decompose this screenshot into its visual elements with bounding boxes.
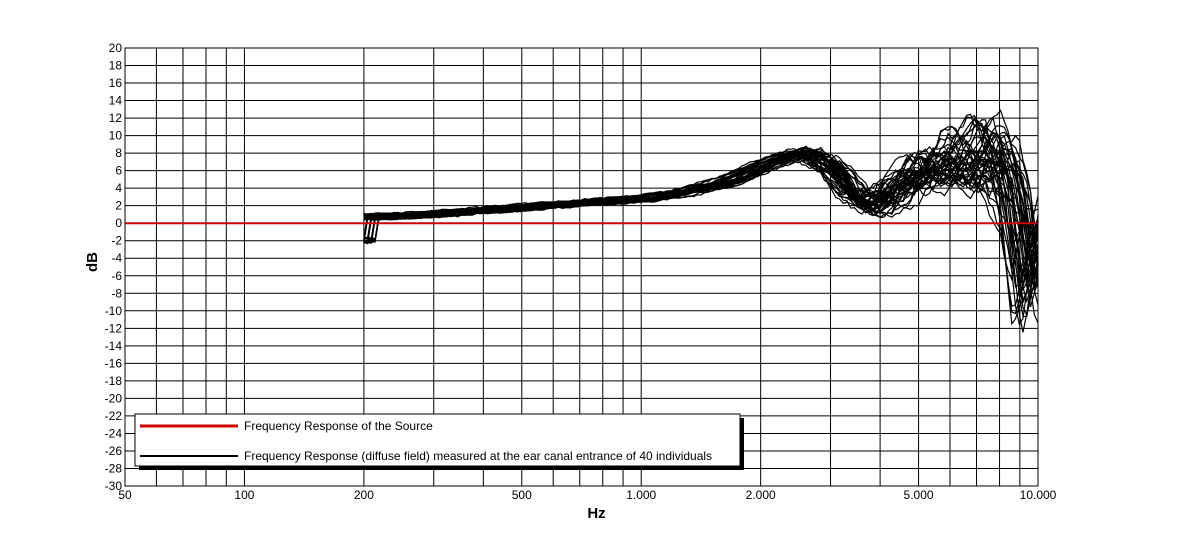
x-tick-label: 2.000 [746, 488, 776, 502]
y-tick-label: -20 [105, 391, 123, 405]
x-tick-label: 5.000 [904, 488, 934, 502]
y-tick-label: 4 [115, 181, 122, 195]
y-tick-label: -4 [111, 251, 122, 265]
x-tick-label: 100 [234, 488, 254, 502]
y-tick-label: 6 [115, 164, 122, 178]
legend-label-measured: Frequency Response (diffuse field) measu… [244, 449, 712, 463]
x-tick-label: 1.000 [626, 488, 656, 502]
y-tick-label: -8 [111, 286, 122, 300]
y-tick-label: 14 [109, 94, 123, 108]
y-tick-labels: 20181614121086420-2-4-6-8-10-12-14-16-18… [105, 41, 123, 493]
y-tick-label: -6 [111, 269, 122, 283]
measured-curve [363, 122, 1039, 289]
legend-label-source: Frequency Response of the Source [244, 419, 433, 433]
x-axis-label: Hz [587, 505, 605, 522]
measured-curve [363, 134, 1039, 292]
y-tick-label: 20 [109, 41, 123, 55]
y-tick-label: 8 [115, 146, 122, 160]
y-tick-label: 18 [109, 59, 123, 73]
y-tick-label: -14 [105, 339, 123, 353]
plot-border [124, 47, 1039, 487]
legend: Frequency Response of the Source Frequen… [134, 413, 744, 470]
x-tick-label: 500 [512, 488, 532, 502]
measured-curve [363, 145, 1039, 282]
x-tick-labels: 50 100 200 500 1.000 2.000 5.000 10.000 [118, 488, 1056, 502]
x-tick-label: 50 [118, 488, 132, 502]
measured-curve [363, 146, 1039, 250]
y-tick-label: 10 [109, 129, 123, 143]
y-tick-label: -10 [105, 304, 123, 318]
y-tick-label: 12 [109, 111, 123, 125]
y-tick-label: -16 [105, 356, 123, 370]
y-tick-label: -24 [105, 426, 123, 440]
y-tick-label: -26 [105, 444, 123, 458]
legend-box [134, 413, 741, 467]
y-tick-label: -18 [105, 374, 123, 388]
y-tick-label: 0 [115, 216, 122, 230]
y-tick-label: -22 [105, 409, 123, 423]
y-axis-label: dB [84, 252, 101, 272]
y-tick-label: -28 [105, 461, 123, 475]
y-tick-label: -2 [111, 234, 122, 248]
x-tick-label: 200 [354, 488, 374, 502]
measured-curves [363, 109, 1039, 333]
y-tick-label: 16 [109, 76, 123, 90]
measured-curve [363, 118, 1039, 317]
y-tick-label: -30 [105, 479, 123, 493]
y-tick-label: 2 [115, 199, 122, 213]
measured-curve [363, 147, 1039, 256]
y-tick-label: -12 [105, 321, 123, 335]
x-tick-label: 10.000 [1020, 488, 1057, 502]
